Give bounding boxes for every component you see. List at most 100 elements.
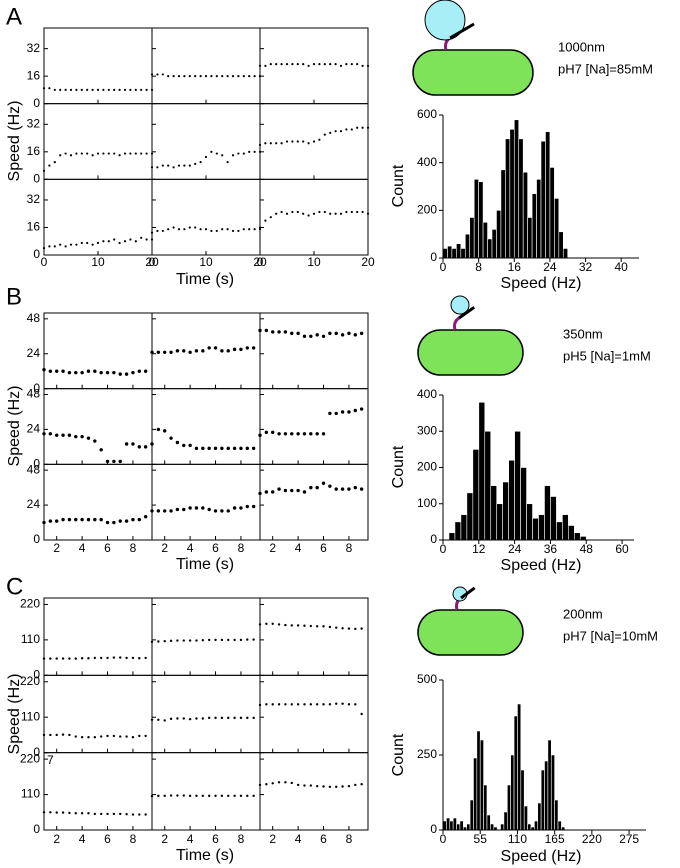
data-point — [353, 485, 357, 490]
data-point — [242, 75, 245, 78]
data-point — [360, 783, 363, 786]
bar — [442, 248, 448, 259]
data-point — [307, 214, 310, 217]
y-tick-label: 0 — [33, 532, 40, 546]
bar — [482, 221, 488, 259]
data-point — [341, 627, 344, 630]
x-tick-label: 8 — [346, 832, 353, 846]
data-point — [67, 433, 72, 437]
y-tick-label: 220 — [20, 674, 40, 688]
bar — [562, 248, 569, 259]
data-point — [334, 63, 337, 66]
data-point — [131, 736, 135, 739]
data-point — [102, 152, 105, 155]
data-point — [118, 154, 121, 157]
data-point — [167, 228, 170, 231]
y-tick-label: 600 — [417, 107, 437, 121]
y-tick-label: 0 — [33, 668, 40, 682]
x-tick-label: 6 — [212, 832, 219, 846]
data-point — [75, 243, 78, 246]
data-point — [213, 446, 218, 451]
y-axis-label: Count — [390, 445, 407, 488]
data-point — [169, 436, 173, 440]
data-point — [290, 624, 293, 627]
bar — [478, 181, 484, 259]
data-point — [334, 487, 338, 491]
data-point — [107, 240, 110, 243]
subplot-frame — [43, 312, 153, 390]
data-point — [275, 63, 278, 66]
annotation: pH7 [Na]=10mM — [563, 628, 658, 643]
subplot-frame — [259, 674, 369, 754]
data-point — [227, 794, 230, 798]
data-point — [277, 623, 281, 626]
data-point — [271, 490, 275, 494]
y-tick-label: 16 — [27, 144, 41, 158]
data-point — [42, 368, 46, 372]
y-tick-label: 400 — [417, 155, 437, 169]
x-tick-label: 0 — [440, 832, 447, 846]
data-point — [68, 811, 71, 815]
data-point — [345, 63, 348, 66]
data-point — [182, 507, 186, 512]
x-tick-label: 8 — [238, 832, 245, 846]
bar — [506, 784, 511, 831]
x-tick-label: 24 — [543, 260, 557, 274]
data-point — [283, 330, 288, 334]
data-point — [175, 507, 180, 512]
data-point — [290, 703, 293, 706]
subplot-frame — [43, 597, 153, 676]
subplot-frame — [43, 388, 153, 465]
data-point — [129, 88, 132, 92]
data-point — [285, 63, 289, 66]
x-tick-label: 4 — [295, 832, 302, 846]
bar — [469, 799, 474, 831]
data-point — [93, 736, 97, 739]
data-point — [75, 152, 78, 155]
x-tick-label: 6 — [320, 832, 327, 846]
data-point — [163, 429, 167, 433]
data-point — [312, 140, 316, 143]
data-point — [102, 88, 105, 92]
data-point — [215, 229, 218, 233]
subplot-frame — [43, 27, 153, 105]
data-point — [74, 370, 78, 375]
data-point — [227, 716, 230, 720]
data-point — [74, 735, 77, 738]
bar — [454, 521, 462, 541]
data-point — [99, 735, 103, 738]
data-point — [157, 794, 160, 798]
data-point — [69, 154, 73, 157]
bar — [469, 217, 475, 259]
y-tick-label: 0 — [33, 822, 40, 836]
bar — [574, 532, 581, 541]
data-point — [86, 241, 89, 245]
data-point — [246, 638, 249, 641]
data-point — [144, 813, 147, 816]
data-point — [42, 247, 46, 250]
data-point — [118, 372, 122, 376]
bar — [532, 517, 539, 541]
x-tick-label: 2 — [269, 541, 276, 555]
y-tick-label: 400 — [417, 387, 437, 401]
data-point — [143, 369, 148, 373]
data-point — [335, 626, 338, 629]
data-point — [226, 446, 230, 451]
x-tick-label: 8 — [238, 541, 245, 555]
x-tick-label: 32 — [579, 260, 593, 274]
bar — [536, 179, 542, 259]
bar — [554, 799, 559, 831]
data-point — [296, 140, 299, 143]
bar — [456, 243, 462, 259]
data-point — [134, 240, 137, 243]
data-point — [176, 639, 179, 642]
data-point — [59, 154, 62, 157]
data-point — [309, 703, 313, 706]
bar — [522, 171, 528, 259]
data-point — [277, 432, 281, 436]
data-point — [61, 517, 65, 522]
y-tick-label: 200 — [417, 203, 437, 217]
data-point — [347, 627, 351, 630]
